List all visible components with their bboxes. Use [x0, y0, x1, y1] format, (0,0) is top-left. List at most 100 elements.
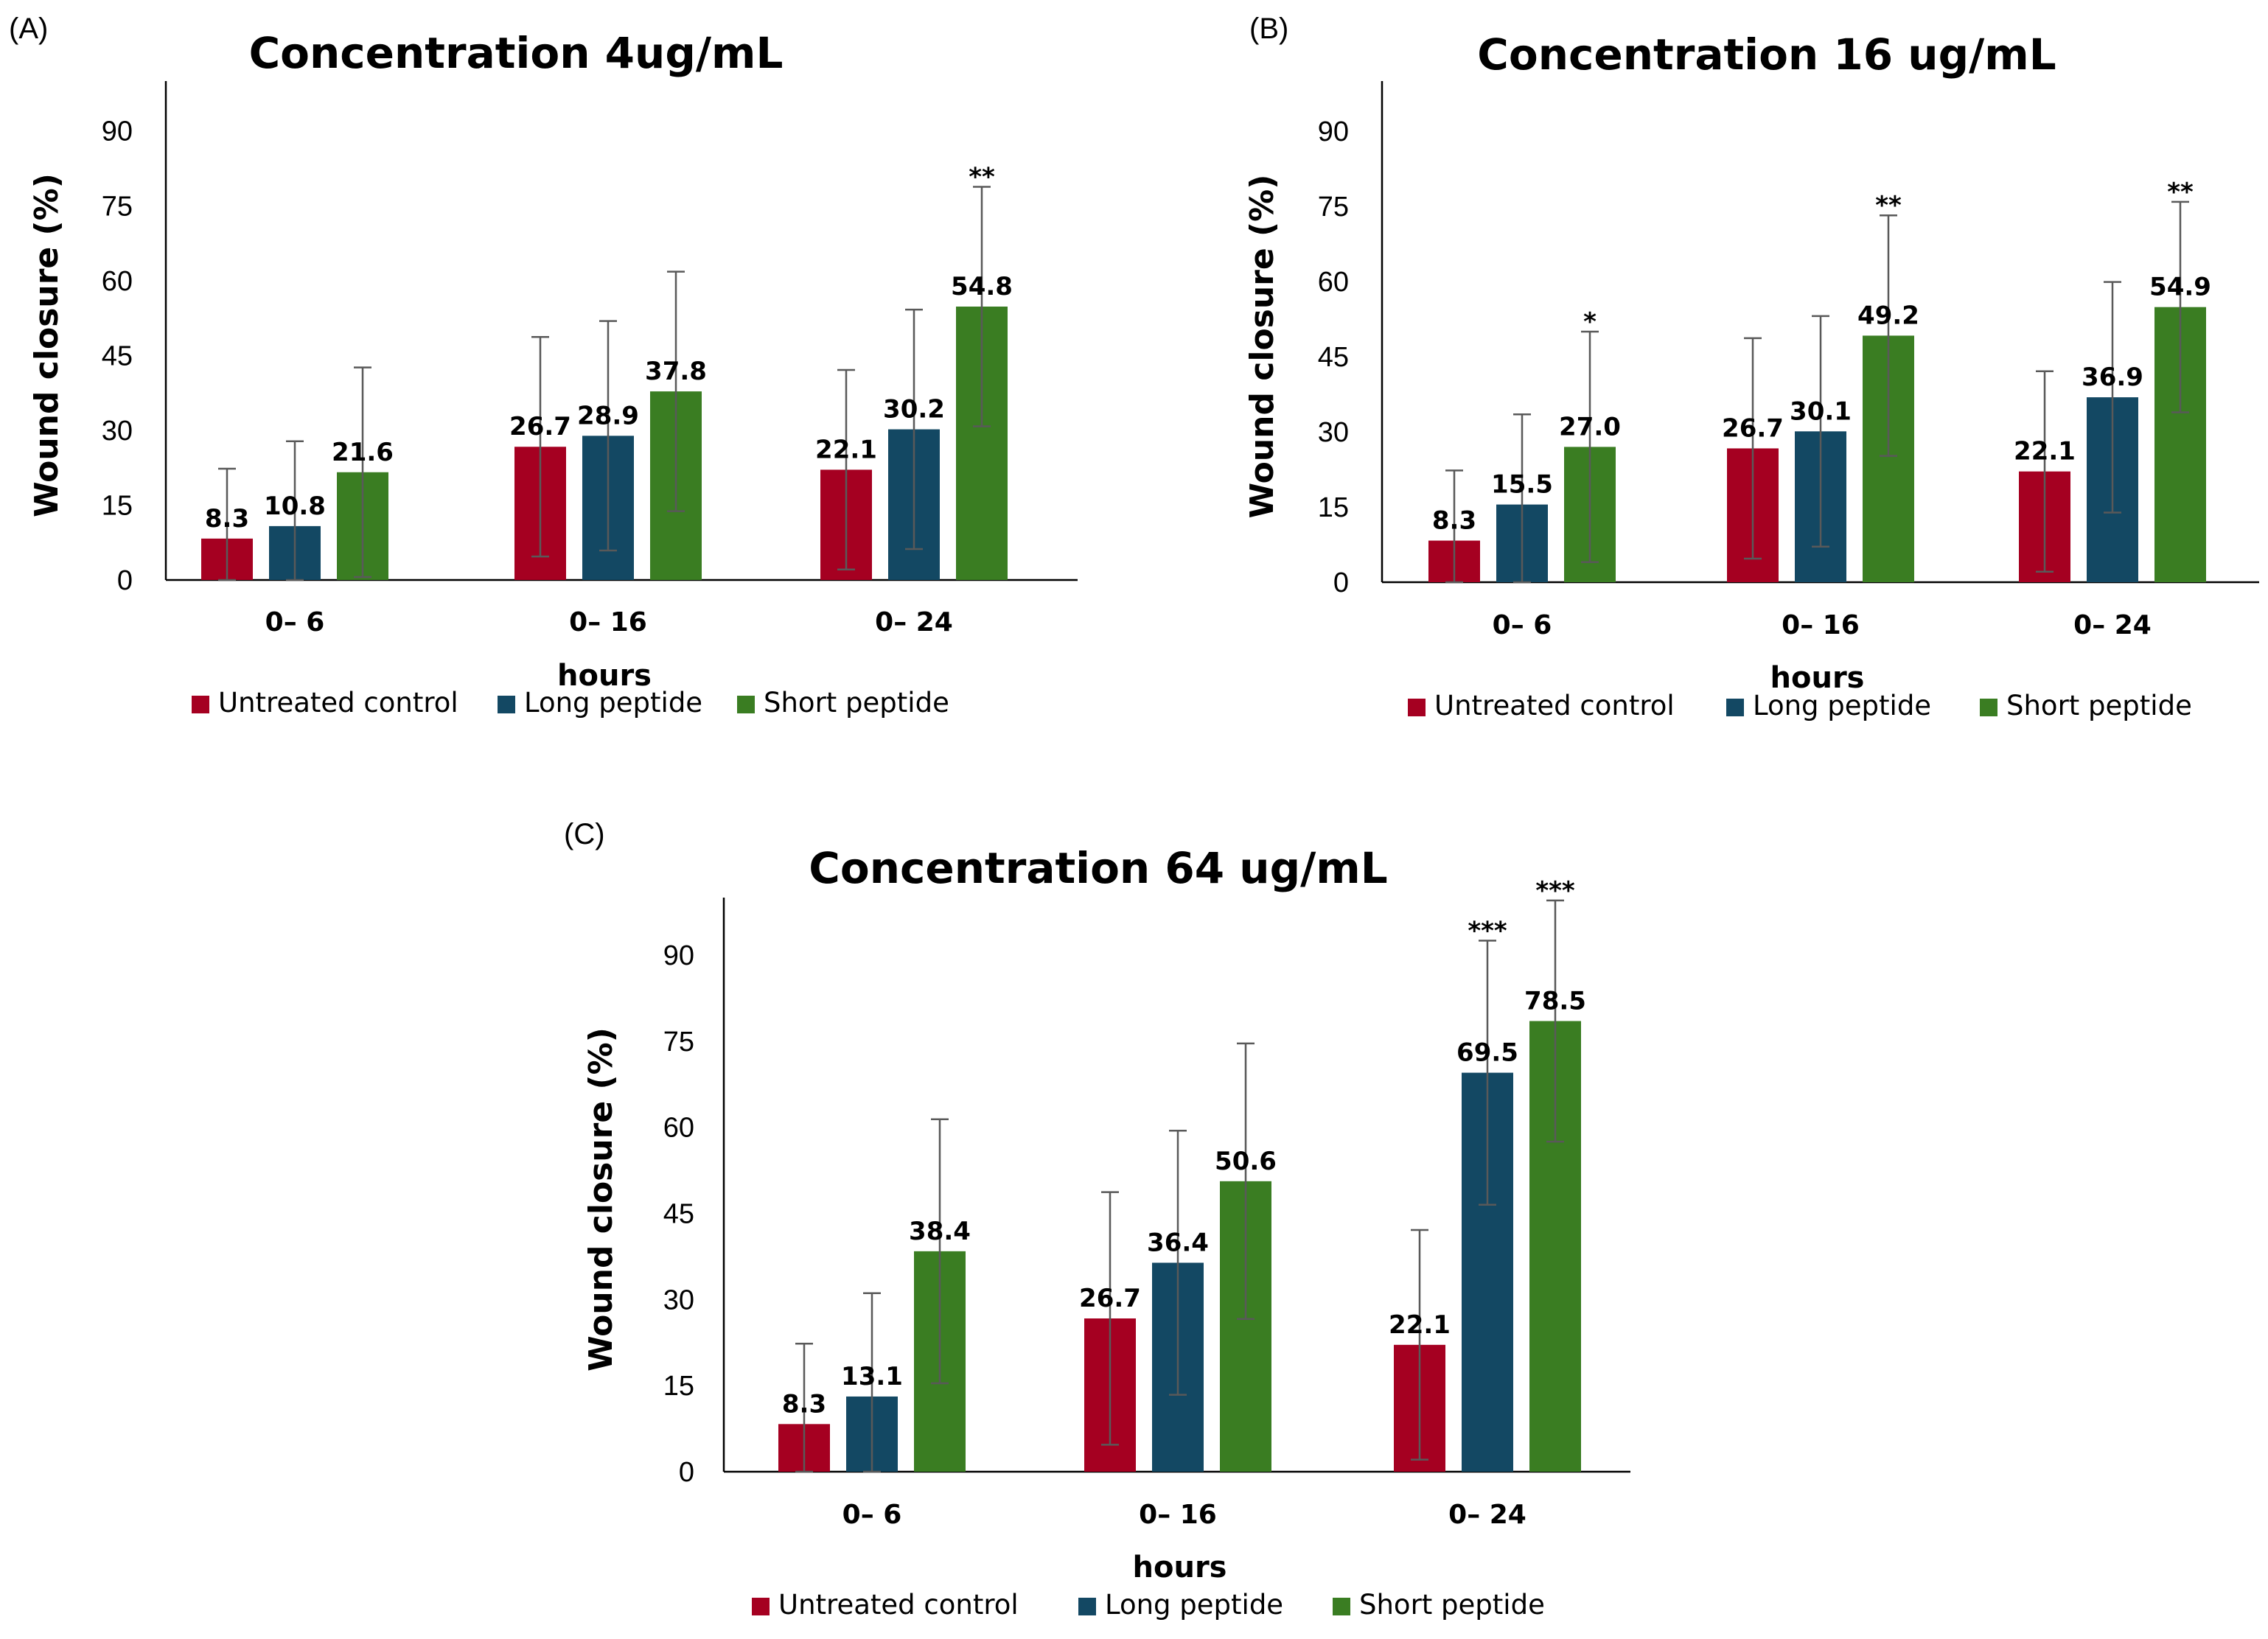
data-label: 54.8 — [951, 272, 1013, 301]
legend-swatch-untreated — [1408, 699, 1426, 716]
y-tick-label: 75 — [663, 1027, 694, 1058]
data-label: 8.3 — [1432, 506, 1476, 536]
x-category-label: 0– 16 — [569, 607, 647, 637]
data-label: 30.1 — [1790, 396, 1852, 426]
y-tick-label: 60 — [663, 1113, 694, 1144]
data-label: 8.3 — [205, 504, 249, 534]
chart-title: Concentration 16 ug/mL — [1477, 29, 2056, 80]
data-label: 27.0 — [1559, 412, 1621, 441]
x-category-label: 0– 16 — [1139, 1500, 1217, 1530]
chart-title: Concentration 64 ug/mL — [809, 843, 1387, 893]
y-tick-label: 0 — [1333, 567, 1349, 598]
y-tick-label: 15 — [102, 490, 133, 521]
data-label: 38.4 — [909, 1217, 971, 1246]
legend-label-short: Short peptide — [1359, 1589, 1545, 1621]
y-tick-label: 45 — [663, 1198, 694, 1229]
significance-marker: ** — [1875, 191, 1902, 220]
y-tick-label: 15 — [1318, 492, 1349, 523]
y-tick-label: 30 — [102, 416, 133, 447]
y-tick-label: 45 — [102, 340, 133, 371]
y-tick-label: 0 — [117, 565, 133, 596]
data-label: 8.3 — [782, 1389, 826, 1419]
x-category-label: 0– 6 — [1493, 610, 1552, 640]
x-category-label: 0– 6 — [265, 607, 325, 637]
data-label: 26.7 — [1079, 1284, 1141, 1313]
x-category-label: 0– 24 — [1448, 1500, 1526, 1530]
data-label: 22.1 — [815, 435, 877, 464]
data-label: 21.6 — [332, 438, 394, 467]
data-label: 26.7 — [509, 412, 571, 441]
legend-swatch-untreated — [752, 1598, 770, 1615]
y-tick-label: 60 — [1318, 267, 1349, 298]
legend: Untreated control Long peptide Short pepti… — [1408, 690, 2192, 721]
y-tick-label: 30 — [663, 1285, 694, 1315]
y-tick-label: 60 — [102, 266, 133, 297]
legend-label-untreated: Untreated control — [778, 1589, 1019, 1621]
y-tick-label: 90 — [663, 940, 694, 971]
x-category-label: 0– 24 — [2073, 610, 2152, 640]
chart-panel-2: (B) Concentration 16 ug/mL 0 15 30 45 60 75 90 Wo… — [1243, 13, 2259, 721]
data-label: 10.8 — [264, 492, 326, 521]
legend-label-long: Long peptide — [1753, 690, 1931, 721]
data-label: 30.2 — [883, 395, 945, 424]
legend-label-long: Long peptide — [524, 687, 702, 719]
y-axis-label: Wound closure (%) — [582, 1027, 620, 1371]
significance-marker: * — [1583, 307, 1597, 337]
panel-letter: (B) — [1249, 13, 1288, 45]
chart-panel-1: (A) Concentration 4ug/mL 0 15 30 45 60 75 90 Woun… — [9, 13, 1078, 719]
y-axis-label: Wound closure (%) — [1243, 175, 1281, 519]
x-axis-label: hours — [1770, 661, 1865, 695]
x-axis-label: hours — [1133, 1551, 1227, 1584]
legend-swatch-short — [737, 696, 755, 713]
legend-label-long: Long peptide — [1105, 1589, 1283, 1621]
panel-letter: (C) — [564, 818, 605, 850]
x-category-label: 0– 16 — [1782, 610, 1860, 640]
y-tick-label: 75 — [1318, 192, 1349, 223]
legend-swatch-long — [1078, 1598, 1096, 1615]
y-tick-label: 15 — [663, 1371, 694, 1402]
data-label: 37.8 — [645, 357, 707, 386]
data-label: 15.5 — [1491, 470, 1553, 500]
significance-marker: *** — [1468, 916, 1507, 946]
y-tick-label: 30 — [1318, 417, 1349, 448]
significance-marker: ** — [969, 163, 995, 192]
data-label: 54.9 — [2149, 273, 2211, 302]
data-label: 36.9 — [2082, 363, 2143, 392]
y-tick-label: 90 — [102, 116, 133, 147]
x-category-label: 0– 6 — [842, 1500, 902, 1530]
legend-label-short: Short peptide — [764, 687, 949, 719]
data-label: 49.2 — [1857, 301, 1919, 330]
chart-panel-3: (C) Concentration 64 ug/mL 0 15 30 45 60 75 90 Wo… — [564, 818, 1630, 1621]
x-category-label: 0– 24 — [875, 607, 953, 637]
legend-swatch-long — [498, 696, 515, 713]
chart-title: Concentration 4ug/mL — [249, 28, 784, 78]
legend: Untreated control Long peptide Short pepti… — [192, 687, 949, 719]
legend-label-untreated: Untreated control — [1434, 690, 1675, 721]
y-tick-label: 90 — [1318, 116, 1349, 147]
significance-marker: ** — [2167, 178, 2194, 207]
x-axis-label: hours — [557, 659, 652, 693]
data-label: 26.7 — [1722, 413, 1784, 443]
y-tick-label: 75 — [102, 191, 133, 222]
legend-label-untreated: Untreated control — [218, 687, 458, 719]
data-label: 22.1 — [1389, 1310, 1451, 1340]
legend-swatch-untreated — [192, 696, 209, 713]
data-label: 69.5 — [1456, 1038, 1518, 1068]
legend-swatch-short — [1333, 1598, 1350, 1615]
legend-swatch-long — [1726, 699, 1744, 716]
legend-swatch-short — [1980, 699, 1997, 716]
y-tick-label: 0 — [679, 1457, 694, 1488]
significance-marker: *** — [1535, 876, 1575, 906]
data-label: 13.1 — [841, 1362, 903, 1391]
y-axis-label: Wound closure (%) — [28, 173, 66, 517]
data-label: 36.4 — [1147, 1228, 1209, 1257]
panel-letter: (A) — [9, 13, 48, 45]
data-label: 22.1 — [2014, 437, 2076, 466]
y-tick-label: 45 — [1318, 342, 1349, 373]
data-label: 50.6 — [1215, 1147, 1277, 1176]
data-label: 78.5 — [1524, 986, 1586, 1016]
data-label: 28.9 — [577, 401, 639, 430]
legend-label-short: Short peptide — [2006, 690, 2192, 721]
legend: Untreated control Long peptide Short pepti… — [752, 1589, 1545, 1621]
